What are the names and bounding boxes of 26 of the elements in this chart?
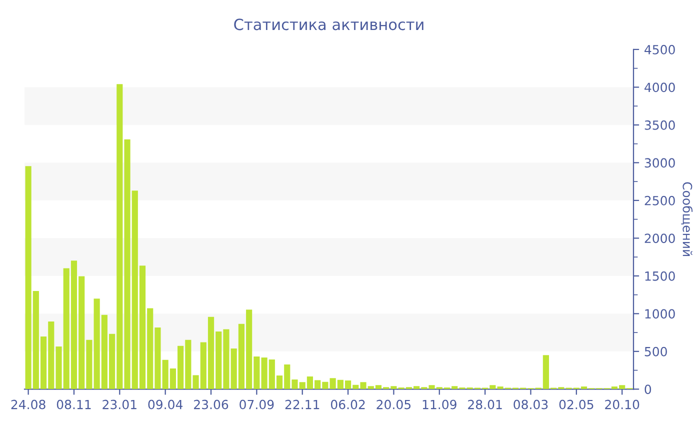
x-tick-label: 02.05 (559, 400, 594, 410)
y-tick-label: 3500 (644, 120, 675, 130)
x-tick-label: 23.01 (102, 400, 136, 410)
x-tick-label: 24.08 (11, 400, 46, 410)
x-tick-label: 20.05 (376, 400, 411, 410)
x-tick-label: 08.11 (56, 400, 91, 410)
x-tick-label: 08.03 (514, 400, 548, 410)
x-tick-label: 28.01 (468, 400, 502, 410)
y-tick-label: 1000 (645, 309, 675, 319)
y-tick-label: 500 (644, 346, 667, 356)
y-tick-label: 3000 (644, 158, 675, 168)
x-tick-label: 11.09 (422, 400, 456, 410)
chart-title: Статистика активности (234, 18, 424, 30)
x-tick-label: 23.06 (194, 400, 228, 410)
x-tick-label: 07.09 (240, 400, 274, 410)
x-tick-label: 20.10 (605, 400, 640, 410)
y-tick-label: 1500 (645, 271, 675, 281)
x-tick-label: 22.11 (285, 400, 320, 410)
y-tick-label: 4000 (644, 82, 675, 92)
x-tick-label: 09.04 (148, 400, 183, 410)
y-tick-label: 2000 (644, 234, 675, 244)
y-tick-label: 4500 (644, 44, 675, 54)
y-tick-label: 2500 (644, 196, 675, 206)
y-axis-title: Сообщений (681, 182, 693, 256)
y-tick-label: 0 (644, 384, 652, 394)
x-tick-label: 06.02 (330, 400, 365, 410)
